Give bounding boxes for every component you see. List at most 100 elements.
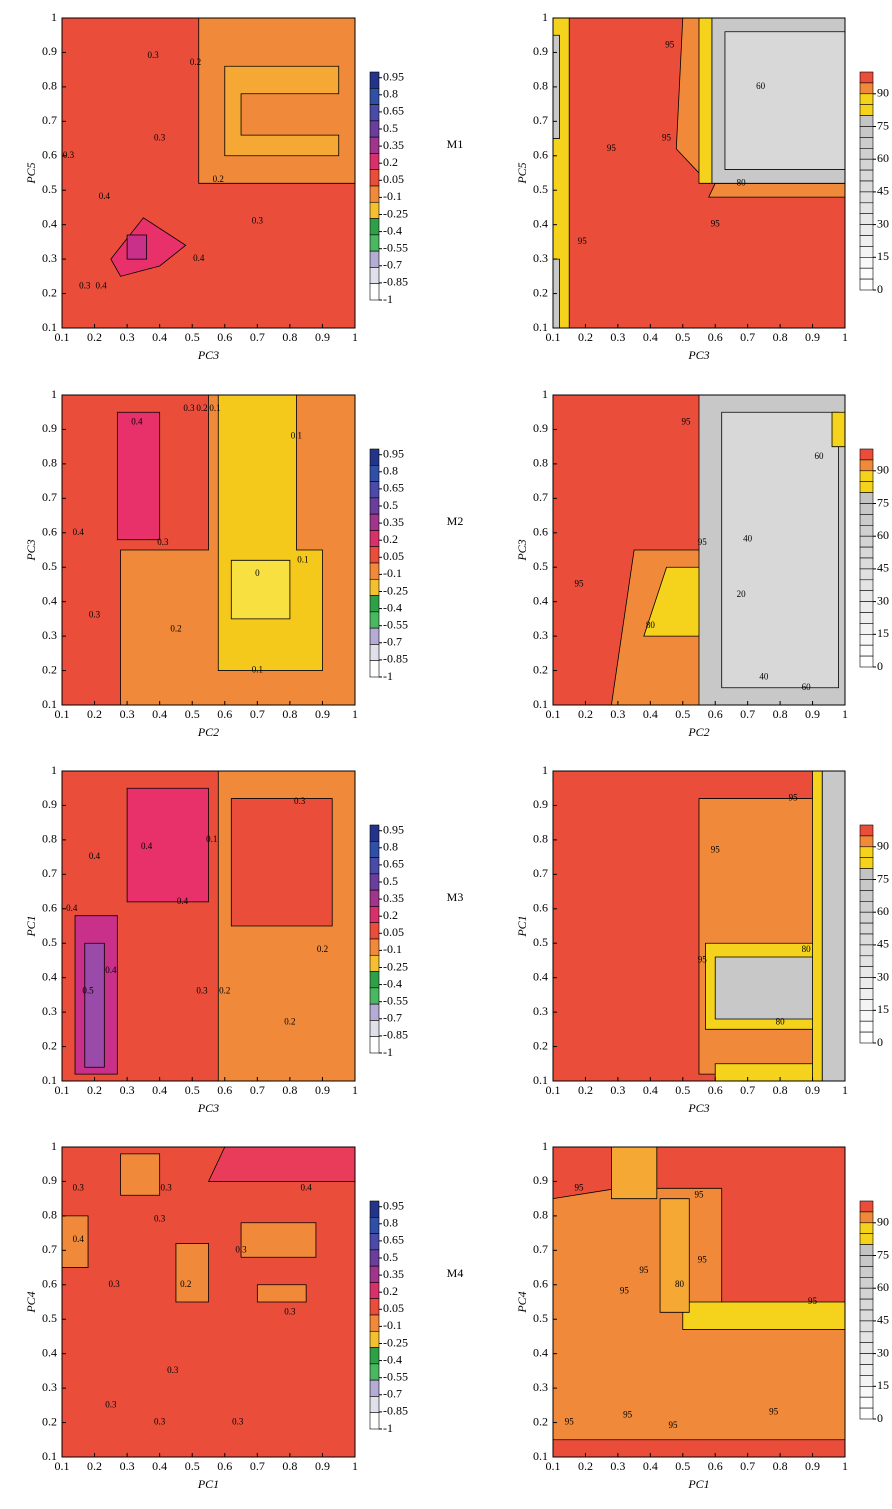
colorbar-swatch <box>859 655 874 668</box>
colorbar-swatch <box>369 185 380 203</box>
contour-region <box>256 1284 307 1303</box>
x-tick-label: 0.5 <box>675 1459 690 1473</box>
colorbar-label: 0.8 <box>383 464 398 478</box>
contour-label: 80 <box>646 620 656 630</box>
contour-label: 0.2 <box>170 623 181 633</box>
contour-region <box>116 411 161 541</box>
y-tick-label: 0.1 <box>42 1073 57 1087</box>
contour-label: 95 <box>698 537 708 547</box>
x-tick-label: 0.2 <box>578 1459 593 1473</box>
y-tick-label: 0.3 <box>533 1004 548 1018</box>
contour-label: 0.3 <box>105 1399 117 1409</box>
contour-label: 0.4 <box>99 191 111 201</box>
y-tick-label: 0.4 <box>533 1345 548 1359</box>
contour-label: 0.4 <box>95 281 107 291</box>
colorbar-label: 75 <box>877 1247 889 1261</box>
x-tick-label: 0.2 <box>87 330 102 344</box>
colorbar-label: 0.65 <box>383 104 404 118</box>
colorbar-label: -0.55 <box>383 240 408 254</box>
contour-label: 0.3 <box>284 1306 296 1316</box>
y-axis-label: PC5 <box>24 162 38 184</box>
contour-label: 0.2 <box>190 57 201 67</box>
colorbar-swatch <box>369 1249 380 1267</box>
colorbar-swatch <box>859 857 874 869</box>
colorbar-swatch <box>369 1412 380 1430</box>
colorbar-label: -0.1 <box>383 942 402 956</box>
plot-frame <box>552 394 846 706</box>
colorbar-label: -0.7 <box>383 1011 402 1025</box>
colorbar-swatch <box>859 955 874 967</box>
colorbar-label: 0.05 <box>383 172 404 186</box>
contour-label: 0.3 <box>161 1182 173 1192</box>
colorbar-label: -0.7 <box>383 258 402 272</box>
colorbar-label: -0.55 <box>383 617 408 631</box>
y-tick-label: 1 <box>542 1139 548 1153</box>
x-tick-label: 0.8 <box>282 1083 297 1097</box>
plot-frame <box>552 1146 846 1458</box>
colorbar-swatch <box>369 267 380 285</box>
colorbar-label: -0.85 <box>383 1028 408 1042</box>
x-tick-label: 1 <box>352 707 358 721</box>
colorbar-swatch <box>859 180 874 193</box>
colorbar-label: 0 <box>877 1411 883 1425</box>
contour-label: 0.3 <box>154 1213 166 1223</box>
colorbar-swatch <box>859 459 874 472</box>
colorbar-label: -0.4 <box>383 1352 402 1366</box>
x-tick-label: 1 <box>842 1083 848 1097</box>
contour-label: 0.3 <box>79 281 91 291</box>
colorbar-label: -1 <box>383 669 393 683</box>
colorbar-swatch <box>369 1347 380 1365</box>
colorbar-label: -0.4 <box>383 223 402 237</box>
y-tick-label: 0.5 <box>533 182 548 196</box>
y-tick-label: 0.7 <box>42 113 57 127</box>
y-tick-label: 0.1 <box>533 697 548 711</box>
colorbar-swatch <box>369 1282 380 1300</box>
contour-label: 0.3 <box>63 150 75 160</box>
colorbar-swatch <box>369 1396 380 1414</box>
colorbar-swatch <box>369 104 380 122</box>
colorbar-label: 60 <box>877 528 889 542</box>
contour-region <box>224 65 340 157</box>
y-axis-label: PC1 <box>24 915 38 937</box>
contour-region <box>812 771 823 1081</box>
contour-label: 0.4 <box>141 841 153 851</box>
colorbar-swatch <box>859 191 874 204</box>
y-tick-label: 0.3 <box>533 628 548 642</box>
colorbar-swatch <box>859 557 874 570</box>
contour-label: 0.3 <box>196 986 208 996</box>
contour-region <box>84 942 105 1068</box>
colorbar-label: 0.35 <box>383 138 404 152</box>
y-tick-label: 0.5 <box>42 182 57 196</box>
colorbar-swatch <box>369 906 380 924</box>
colorbar-label: 90 <box>877 839 889 853</box>
colorbar-label: -0.7 <box>383 1387 402 1401</box>
colorbar-swatch <box>859 246 874 258</box>
x-tick-label: 0.1 <box>55 1083 70 1097</box>
colorbar-swatch <box>859 835 874 848</box>
x-tick-label: 0.1 <box>546 707 561 721</box>
colorbar-label: 60 <box>877 904 889 918</box>
y-tick-label: 0.4 <box>42 216 57 230</box>
x-tick-label: 0.1 <box>546 330 561 344</box>
y-tick-label: 1 <box>51 387 57 401</box>
colorbar-swatch <box>859 514 874 526</box>
colorbar-swatch <box>369 87 380 105</box>
contour-label: 95 <box>698 955 708 965</box>
contour-label: 95 <box>682 417 692 427</box>
x-tick-label: 0.7 <box>250 330 265 344</box>
colorbar-swatch <box>859 1320 874 1333</box>
colorbar-label: 0.65 <box>383 1233 404 1247</box>
colorbar-swatch <box>859 922 874 935</box>
contour-label: 0.4 <box>73 527 85 537</box>
x-tick-label: 0.2 <box>87 707 102 721</box>
y-axis-label: PC5 <box>515 162 529 184</box>
y-tick-label: 0.9 <box>533 44 548 58</box>
colorbar-swatch <box>859 568 874 581</box>
colorbar-swatch <box>859 590 874 602</box>
x-tick-label: 0.9 <box>805 1083 820 1097</box>
contour-region <box>175 1243 209 1303</box>
colorbar-label: -0.55 <box>383 1369 408 1383</box>
colorbar-swatch <box>369 1330 380 1348</box>
plot-frame <box>61 770 356 1082</box>
y-axis-label: PC3 <box>24 539 38 561</box>
